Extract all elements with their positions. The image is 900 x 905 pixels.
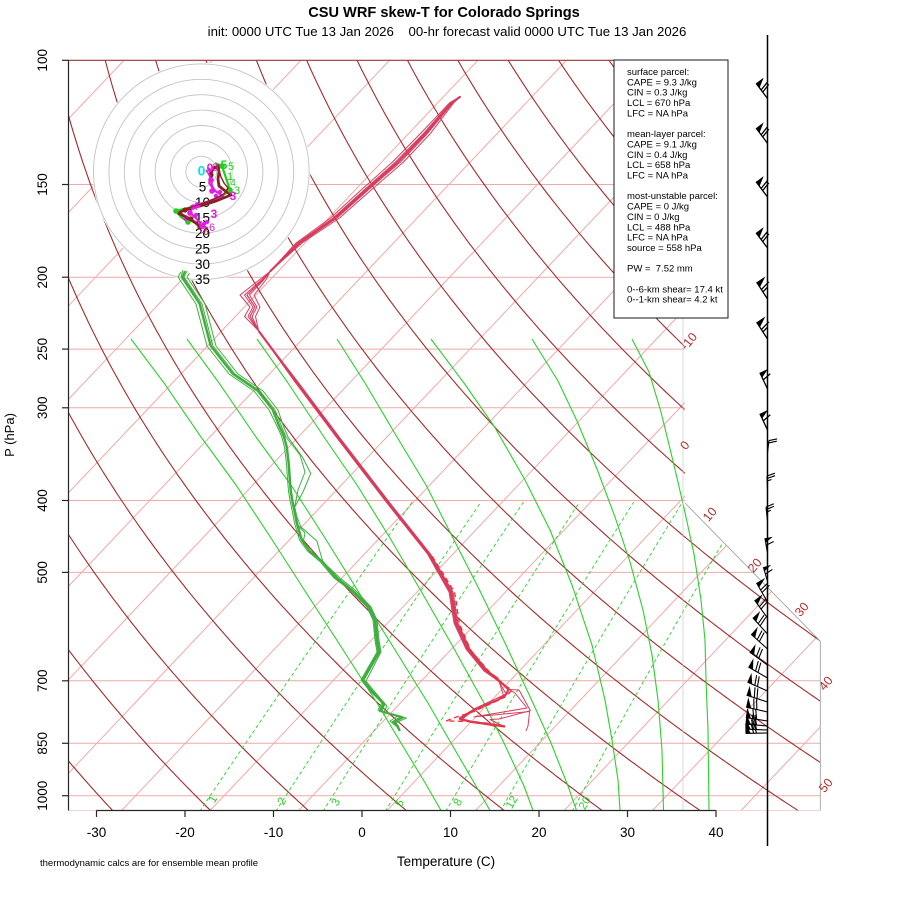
- svg-text:1000: 1000: [35, 781, 50, 811]
- svg-text:mean-layer parcel:: mean-layer parcel:: [627, 129, 706, 140]
- svg-text:LCL = 658 hPa: LCL = 658 hPa: [627, 160, 691, 171]
- svg-text:surface parcel:: surface parcel:: [627, 67, 689, 78]
- svg-text:CIN = 0 J/kg: CIN = 0 J/kg: [627, 212, 680, 223]
- svg-text:thermodynamic calcs are for en: thermodynamic calcs are for ensemble mea…: [40, 858, 258, 869]
- svg-text:400: 400: [35, 489, 50, 512]
- svg-text:0: 0: [358, 825, 366, 840]
- svg-text:6: 6: [209, 222, 215, 234]
- svg-text:200: 200: [35, 266, 50, 289]
- svg-text:CIN = 0.4 J/kg: CIN = 0.4 J/kg: [627, 150, 687, 161]
- svg-text:4: 4: [230, 178, 236, 189]
- svg-text:5: 5: [199, 180, 207, 195]
- svg-text:LCL = 488 hPa: LCL = 488 hPa: [627, 222, 691, 233]
- svg-text:700: 700: [35, 670, 50, 693]
- svg-text:P (hPa): P (hPa): [2, 413, 17, 457]
- svg-text:0: 0: [198, 163, 206, 179]
- svg-text:500: 500: [35, 561, 50, 584]
- svg-text:30: 30: [195, 257, 210, 272]
- svg-text:-30: -30: [87, 825, 107, 840]
- svg-text:LCL = 670 hPa: LCL = 670 hPa: [627, 98, 691, 109]
- svg-text:CAPE = 9.3 J/kg: CAPE = 9.3 J/kg: [627, 77, 697, 88]
- svg-text:150: 150: [35, 173, 50, 196]
- svg-text:0: 0: [212, 162, 218, 174]
- svg-text:CAPE = 9.1 J/kg: CAPE = 9.1 J/kg: [627, 139, 697, 150]
- svg-text:4: 4: [192, 201, 198, 213]
- svg-text:init: 0000 UTC Tue 13 Jan 2026: init: 0000 UTC Tue 13 Jan 2026 00-hr for…: [208, 24, 687, 39]
- svg-text:250: 250: [35, 338, 50, 361]
- svg-text:10: 10: [443, 825, 458, 840]
- svg-text:20: 20: [531, 825, 546, 840]
- svg-text:30: 30: [620, 825, 635, 840]
- svg-text:-10: -10: [264, 825, 284, 840]
- svg-text:35: 35: [195, 272, 210, 287]
- svg-text:25: 25: [195, 241, 210, 256]
- svg-text:CAPE = 0 J/kg: CAPE = 0 J/kg: [627, 202, 689, 213]
- svg-text:100: 100: [35, 49, 50, 72]
- svg-text:PW = 7.52 mm: PW = 7.52 mm: [627, 264, 693, 275]
- svg-text:850: 850: [35, 732, 50, 755]
- svg-text:300: 300: [35, 397, 50, 420]
- svg-text:0--1-km shear= 4.2 kt: 0--1-km shear= 4.2 kt: [627, 295, 718, 306]
- svg-text:3: 3: [211, 207, 218, 221]
- svg-text:6: 6: [203, 227, 209, 238]
- svg-text:0--6-km shear= 17.4 kt: 0--6-km shear= 17.4 kt: [627, 284, 723, 295]
- svg-text:LFC = NA hPa: LFC = NA hPa: [627, 108, 689, 119]
- svg-text:CIN = 0.3 J/kg: CIN = 0.3 J/kg: [627, 88, 687, 99]
- svg-text:Temperature (C): Temperature (C): [397, 854, 495, 869]
- svg-text:CSU WRF skew-T for Colorado Sp: CSU WRF skew-T for Colorado Springs: [308, 5, 580, 21]
- svg-text:source = 558 hPa: source = 558 hPa: [627, 243, 702, 254]
- svg-text:LFC = NA hPa: LFC = NA hPa: [627, 233, 689, 244]
- svg-text:5: 5: [221, 158, 228, 172]
- svg-text:-20: -20: [175, 825, 195, 840]
- svg-text:LFC = NA hPa: LFC = NA hPa: [627, 171, 689, 182]
- svg-text:40: 40: [708, 825, 723, 840]
- svg-text:most-unstable parcel:: most-unstable parcel:: [627, 191, 718, 202]
